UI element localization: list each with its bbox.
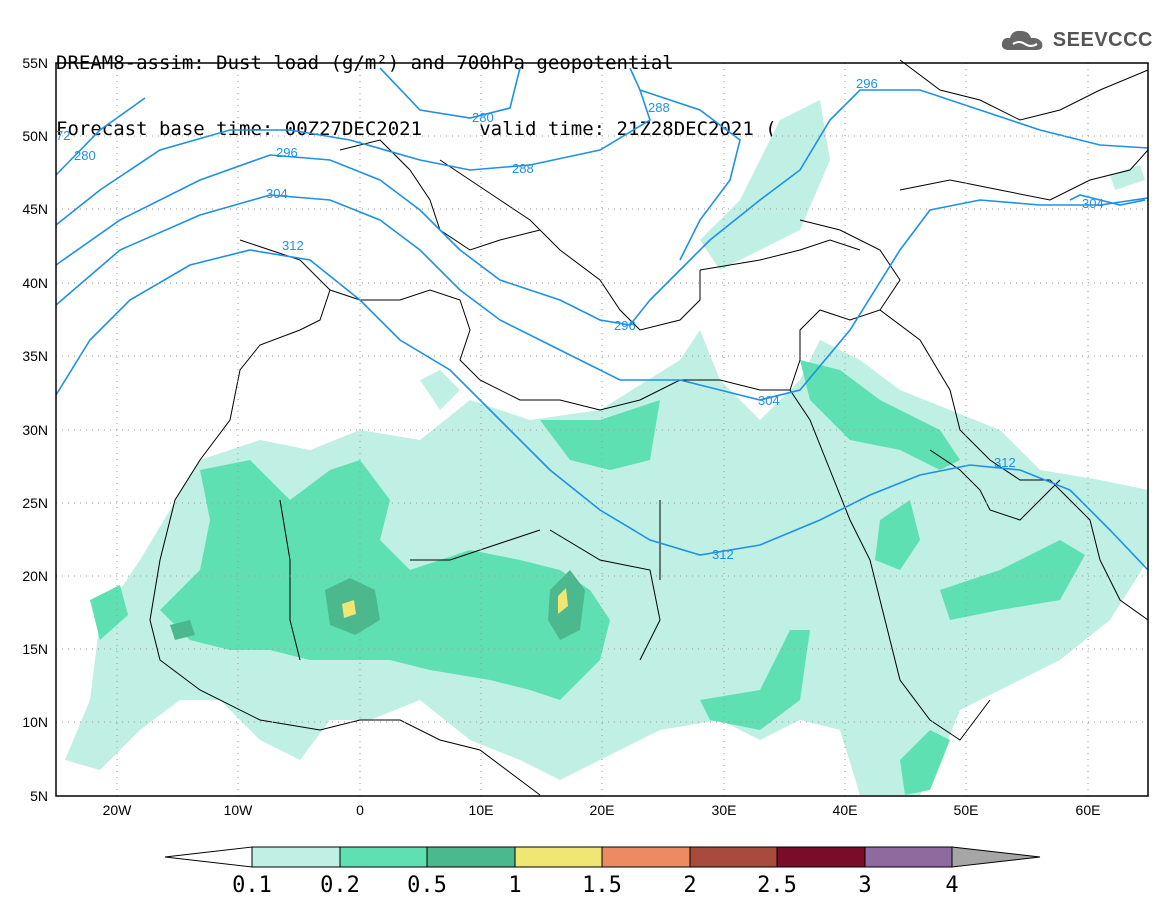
colorbar-tick: 1 bbox=[508, 873, 521, 898]
dust-region-medium-7 bbox=[900, 730, 950, 795]
dust-region-medium-8 bbox=[90, 585, 128, 640]
dust-region-dark-3 bbox=[170, 620, 195, 640]
colorbar-tick: 1.5 bbox=[582, 873, 622, 898]
colorbar-tick: 3 bbox=[858, 873, 871, 898]
isoline-304b bbox=[1069, 194, 1146, 206]
isoline-label: 288 bbox=[648, 100, 670, 115]
isoline-label: 304 bbox=[758, 393, 780, 408]
dust-region-light-2 bbox=[700, 100, 830, 270]
isoline-label: 304 bbox=[266, 186, 288, 201]
lon-label: 20W bbox=[103, 802, 133, 818]
lon-label: 40E bbox=[833, 802, 858, 818]
lon-label: 0 bbox=[356, 802, 364, 818]
dust-region-peak-2 bbox=[558, 588, 568, 614]
colorbar-swatch bbox=[339, 846, 428, 868]
isoline-label: 288 bbox=[512, 161, 534, 176]
colorbar-swatch bbox=[689, 846, 778, 868]
dust-region-light-3 bbox=[420, 370, 460, 410]
colorbar-tick: 0.1 bbox=[232, 873, 272, 898]
lon-label: 30E bbox=[712, 802, 737, 818]
lat-label: 35N bbox=[22, 348, 48, 364]
isoline-280b bbox=[379, 67, 521, 119]
colorbar-tick: 4 bbox=[945, 873, 958, 898]
colorbar-swatch bbox=[864, 846, 953, 868]
lat-label: 40N bbox=[22, 275, 48, 291]
colorbar-tick: 2 bbox=[683, 873, 696, 898]
colorbar-swatch bbox=[514, 846, 603, 868]
colorbar bbox=[164, 846, 1041, 868]
lat-label: 25N bbox=[22, 495, 48, 511]
isoline-312 bbox=[55, 249, 1149, 571]
isoline-label: 296 bbox=[614, 318, 636, 333]
colorbar-low-arrow bbox=[164, 846, 253, 868]
lat-label: 55N bbox=[22, 55, 48, 71]
lon-label: 10W bbox=[224, 802, 254, 818]
lat-label: 15N bbox=[22, 641, 48, 657]
colorbar-swatch bbox=[426, 846, 516, 868]
lat-label: 45N bbox=[22, 201, 48, 217]
colorbar-swatch bbox=[776, 846, 866, 868]
dust-shading bbox=[65, 100, 1148, 795]
colorbar-high-arrow bbox=[951, 846, 1041, 868]
lat-label: 50N bbox=[22, 128, 48, 144]
isoline-288b bbox=[639, 89, 741, 261]
map-frame bbox=[55, 62, 1149, 797]
isoline-label: 296 bbox=[276, 145, 298, 160]
lat-label: 30N bbox=[22, 422, 48, 438]
dust-region-peak bbox=[342, 600, 356, 618]
lat-label: 20N bbox=[22, 568, 48, 584]
isoline-label: 280 bbox=[472, 110, 494, 125]
dust-region-medium-6 bbox=[700, 630, 810, 730]
isoline-label: 304 bbox=[1082, 196, 1104, 211]
geopotential-isolines bbox=[55, 67, 1149, 571]
dust-region-medium-4 bbox=[875, 500, 920, 570]
logo-text: SEEVCCC bbox=[1052, 28, 1153, 51]
dust-region-medium-9 bbox=[470, 560, 540, 615]
isoline-280a bbox=[55, 97, 146, 176]
isoline-label: 280 bbox=[74, 148, 96, 163]
colorbar-swatch bbox=[601, 846, 691, 868]
dust-region-light bbox=[65, 330, 1148, 795]
dust-region-medium bbox=[160, 460, 610, 700]
lon-label: 20E bbox=[590, 802, 615, 818]
dust-region-light-4 bbox=[1110, 165, 1145, 190]
lat-label: 5N bbox=[30, 788, 48, 804]
isoline-label: 312 bbox=[712, 547, 734, 562]
seevccc-logo: SEEVCCC bbox=[999, 26, 1153, 54]
dust-region-medium-5 bbox=[940, 540, 1085, 620]
colorbar-swatch bbox=[251, 846, 341, 868]
graticule bbox=[56, 63, 1148, 796]
isoline-label: 296 bbox=[856, 76, 878, 91]
longitude-labels: 20W 10W 0 10E 20E 30E 40E 50E 60E bbox=[103, 802, 1101, 818]
lon-label: 10E bbox=[469, 802, 494, 818]
isoline-288 bbox=[55, 67, 651, 226]
colorbar-tick: 2.5 bbox=[757, 873, 797, 898]
dust-region-medium-3 bbox=[800, 360, 960, 470]
lon-label: 50E bbox=[954, 802, 979, 818]
cloud-icon bbox=[1001, 30, 1043, 50]
isoline-labels: 280 280 296 304 312 288 288 296 296 304 … bbox=[56, 76, 1104, 562]
colorbar-labels: 0.1 0.2 0.5 1 1.5 2 2.5 3 4 bbox=[232, 873, 959, 898]
isoline-label: 72 bbox=[56, 128, 70, 143]
colorbar-tick: 0.5 bbox=[407, 873, 447, 898]
lat-label: 10N bbox=[22, 714, 48, 730]
isoline-296 bbox=[55, 89, 1149, 326]
colorbar-tick: 0.2 bbox=[320, 873, 360, 898]
isoline-label: 312 bbox=[282, 238, 304, 253]
isoline-label: 312 bbox=[994, 455, 1016, 470]
dust-region-medium-2 bbox=[540, 400, 660, 470]
lon-label: 60E bbox=[1076, 802, 1101, 818]
isoline-304 bbox=[55, 194, 1149, 401]
latitude-labels: 55N 50N 45N 40N 35N 30N 25N 20N 15N 10N … bbox=[22, 55, 48, 804]
